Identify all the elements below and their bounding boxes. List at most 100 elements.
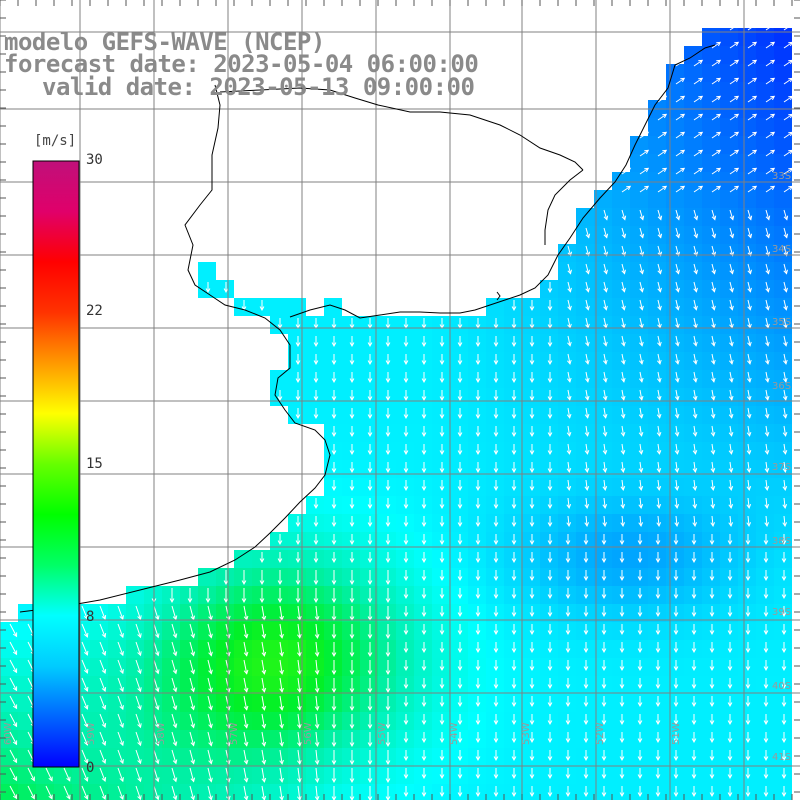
wind-arrow-head (493, 792, 499, 798)
wind-arrow (207, 695, 212, 710)
wind-cell (288, 586, 306, 604)
wind-arrow (711, 515, 714, 526)
wind-cell (324, 352, 342, 370)
wind-cell (594, 352, 612, 370)
wind-cell (738, 46, 756, 64)
wind-arrow-head (421, 522, 427, 528)
wind-arrow (693, 371, 697, 382)
wind-cell (594, 550, 612, 568)
wind-arrow (315, 713, 318, 728)
latitude-label: 35S (772, 317, 792, 328)
wind-arrow (783, 299, 787, 310)
wind-arrow-head (655, 594, 661, 600)
wind-cell (756, 712, 774, 730)
wind-arrow-head (101, 650, 107, 656)
wind-arrow (315, 677, 318, 692)
wind-arrow-head (638, 467, 644, 473)
wind-cell (648, 154, 666, 172)
wind-arrow (621, 353, 625, 364)
wind-cell (756, 586, 774, 604)
wind-cell (702, 82, 720, 100)
wind-arrow-head (729, 233, 735, 239)
wind-cell (522, 298, 540, 316)
wind-arrow-head (172, 777, 178, 783)
wind-arrow-head (83, 722, 89, 728)
wind-arrow-head (657, 341, 662, 347)
wind-arrow-head (547, 702, 553, 708)
wind-arrow-head (638, 504, 644, 509)
wind-arrow-head (547, 522, 553, 528)
wind-arrow-head (602, 522, 608, 527)
wind-cell (414, 694, 432, 712)
wind-arrow-head (782, 431, 788, 437)
wind-arrow-head (626, 167, 632, 173)
wind-arrow (747, 131, 757, 139)
wind-arrow (171, 695, 177, 710)
wind-arrow (99, 677, 106, 692)
wind-arrow-head (243, 759, 249, 765)
wind-arrow (765, 353, 769, 364)
wind-arrow-head (439, 396, 445, 402)
wind-arrow (189, 623, 195, 638)
wind-arrow-head (385, 670, 391, 676)
wind-arrow (639, 299, 643, 310)
wind-cell (594, 586, 612, 604)
wind-cell (702, 64, 720, 82)
wind-arrow (189, 605, 195, 620)
wind-cell (306, 334, 324, 352)
wind-arrow-head (752, 77, 758, 83)
wind-arrow-head (782, 395, 788, 401)
wind-cell (720, 244, 738, 262)
wind-arrow-head (566, 449, 572, 455)
wind-cell (396, 640, 414, 658)
wind-cell (360, 568, 378, 586)
wind-cell (756, 370, 774, 388)
wind-arrow (567, 443, 570, 454)
wind-arrow (747, 353, 751, 364)
wind-arrow (729, 479, 732, 490)
wind-cell (486, 730, 504, 748)
wind-cell (432, 658, 450, 676)
wind-cell (450, 568, 468, 586)
wind-arrow (783, 371, 787, 382)
wind-arrow (639, 245, 644, 256)
wind-cell (450, 514, 468, 532)
wind-cell (774, 622, 792, 640)
wind-cell (216, 748, 234, 766)
wind-arrow (639, 167, 649, 175)
wind-arrow-head (680, 113, 686, 119)
wind-cell (630, 586, 648, 604)
wind-arrow-head (511, 576, 517, 582)
wind-arrow-head (603, 215, 609, 221)
wind-arrow (783, 245, 788, 256)
legend-tick-22: 22 (86, 303, 103, 319)
wind-arrow-head (745, 630, 751, 636)
wind-arrow-head (673, 756, 679, 762)
wind-arrow (693, 209, 698, 220)
wind-arrow-head (314, 688, 320, 693)
wind-cell (270, 550, 288, 568)
wind-arrow-head (673, 720, 679, 726)
wind-cell (774, 766, 792, 784)
wind-cell (540, 514, 558, 532)
wind-arrow-head (788, 77, 794, 83)
wind-cell (396, 442, 414, 460)
wind-arrow (153, 641, 159, 656)
wind-arrow-head (155, 795, 160, 800)
wind-arrow-head (655, 702, 661, 708)
wind-arrow-head (621, 305, 626, 311)
wind-arrow (657, 443, 660, 454)
wind-cell (486, 622, 504, 640)
wind-cell (630, 658, 648, 676)
wind-arrow (297, 695, 301, 710)
wind-arrow-head (529, 756, 535, 762)
wind-arrow-head (692, 504, 698, 509)
wind-arrow (693, 389, 697, 400)
wind-arrow-head (621, 233, 627, 239)
wind-cell (396, 550, 414, 568)
wind-arrow (675, 497, 678, 508)
wind-arrow-head (172, 795, 178, 800)
wind-arrow-head (403, 702, 409, 708)
wind-cell (666, 748, 684, 766)
wind-arrow-head (565, 720, 571, 726)
